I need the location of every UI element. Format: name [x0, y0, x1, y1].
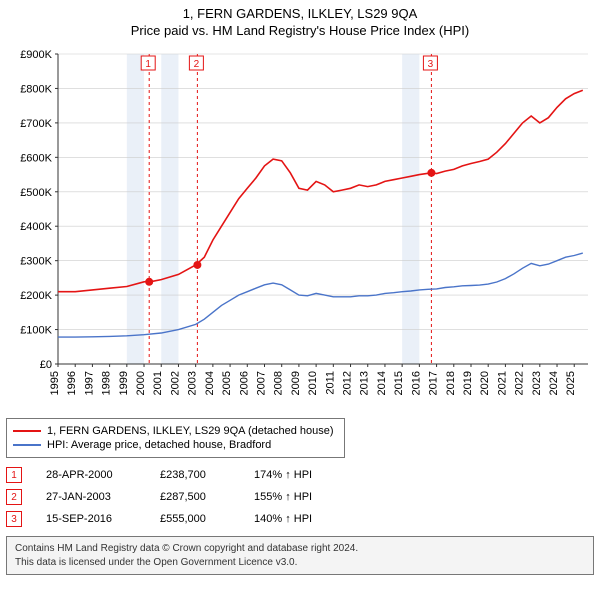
- sale-row-marker: 1: [6, 467, 22, 483]
- x-tick-label: 2011: [324, 371, 336, 395]
- legend-label: HPI: Average price, detached house, Brad…: [47, 439, 271, 451]
- x-tick-label: 2024: [548, 371, 560, 395]
- x-tick-label: 2006: [238, 371, 250, 395]
- sale-date: 15-SEP-2016: [46, 513, 136, 525]
- shaded-band: [402, 54, 419, 364]
- chart-plot: £0 £100K £200K £300K £400K £500K £600K £700K £80…: [6, 44, 594, 414]
- x-tick-label: 2000: [135, 371, 147, 395]
- sale-row-marker: 2: [6, 489, 22, 505]
- sales-table: 1 28-APR-2000 £238,700 174% ↑ HPI 2 27-J…: [6, 464, 594, 530]
- x-tick-label: 2014: [376, 371, 388, 395]
- chart-title: 1, FERN GARDENS, ILKLEY, LS29 9QA: [6, 6, 594, 21]
- x-tick-label: 2019: [462, 371, 474, 395]
- sale-hpi: 174% ↑ HPI: [254, 469, 344, 481]
- x-tick-label: 2022: [514, 371, 526, 395]
- shaded-band: [161, 54, 178, 364]
- sale-row: 2 27-JAN-2003 £287,500 155% ↑ HPI: [6, 486, 594, 508]
- legend-label: 1, FERN GARDENS, ILKLEY, LS29 9QA (detac…: [47, 425, 334, 437]
- x-tick-label: 1997: [83, 371, 95, 395]
- sale-hpi: 140% ↑ HPI: [254, 513, 344, 525]
- sale-date: 27-JAN-2003: [46, 491, 136, 503]
- y-tick-label: £300K: [20, 256, 52, 268]
- y-tick-label: £200K: [20, 290, 52, 302]
- x-tick-label: 2002: [169, 371, 181, 395]
- x-tick-label: 2020: [479, 371, 491, 395]
- x-tick-label: 2009: [290, 371, 302, 395]
- sale-marker-number: 3: [428, 59, 434, 70]
- x-tick-label: 2018: [445, 371, 457, 395]
- x-tick-label: 2001: [152, 371, 164, 395]
- x-tick-label: 1995: [49, 371, 61, 395]
- x-tick-label: 2017: [428, 371, 440, 395]
- legend-swatch: [13, 430, 41, 432]
- sale-point: [427, 169, 435, 177]
- x-tick-label: 1999: [118, 371, 130, 395]
- sale-price: £555,000: [160, 513, 230, 525]
- x-tick-label: 2010: [307, 371, 319, 395]
- y-tick-label: £800K: [20, 83, 52, 95]
- y-tick-label: £500K: [20, 187, 52, 199]
- x-tick-label: 2016: [410, 371, 422, 395]
- footer-line1: Contains HM Land Registry data © Crown c…: [15, 542, 585, 556]
- y-tick-label: £700K: [20, 118, 52, 130]
- sale-marker-number: 1: [145, 59, 151, 70]
- x-tick-label: 2023: [531, 371, 543, 395]
- legend-swatch: [13, 444, 41, 446]
- legend-row: HPI: Average price, detached house, Brad…: [13, 438, 334, 452]
- sale-row: 3 15-SEP-2016 £555,000 140% ↑ HPI: [6, 508, 594, 530]
- sale-row: 1 28-APR-2000 £238,700 174% ↑ HPI: [6, 464, 594, 486]
- x-tick-label: 2008: [273, 371, 285, 395]
- y-tick-label: £100K: [20, 325, 52, 337]
- sale-price: £287,500: [160, 491, 230, 503]
- legend-row: 1, FERN GARDENS, ILKLEY, LS29 9QA (detac…: [13, 424, 334, 438]
- x-tick-label: 2021: [496, 371, 508, 395]
- x-tick-label: 2013: [359, 371, 371, 395]
- x-tick-label: 2015: [393, 371, 405, 395]
- chart-subtitle: Price paid vs. HM Land Registry's House …: [6, 23, 594, 38]
- sale-date: 28-APR-2000: [46, 469, 136, 481]
- y-tick-label: £600K: [20, 152, 52, 164]
- footer-line2: This data is licensed under the Open Gov…: [15, 556, 585, 570]
- sale-price: £238,700: [160, 469, 230, 481]
- x-tick-label: 1998: [101, 371, 113, 395]
- sale-row-marker: 3: [6, 511, 22, 527]
- x-tick-label: 1996: [66, 371, 78, 395]
- sale-point: [145, 278, 153, 286]
- x-tick-label: 2003: [187, 371, 199, 395]
- x-tick-label: 2012: [342, 371, 354, 395]
- sale-marker-number: 2: [194, 59, 200, 70]
- legend: 1, FERN GARDENS, ILKLEY, LS29 9QA (detac…: [6, 418, 345, 458]
- x-tick-label: 2005: [221, 371, 233, 395]
- y-tick-label: £900K: [20, 49, 52, 61]
- x-tick-label: 2025: [565, 371, 577, 395]
- footer-attribution: Contains HM Land Registry data © Crown c…: [6, 536, 594, 575]
- sale-point: [193, 261, 201, 269]
- y-tick-label: £0: [40, 359, 52, 371]
- y-tick-label: £400K: [20, 221, 52, 233]
- x-tick-label: 2007: [255, 371, 267, 395]
- x-tick-label: 2004: [204, 371, 216, 395]
- sale-hpi: 155% ↑ HPI: [254, 491, 344, 503]
- shaded-band: [127, 54, 144, 364]
